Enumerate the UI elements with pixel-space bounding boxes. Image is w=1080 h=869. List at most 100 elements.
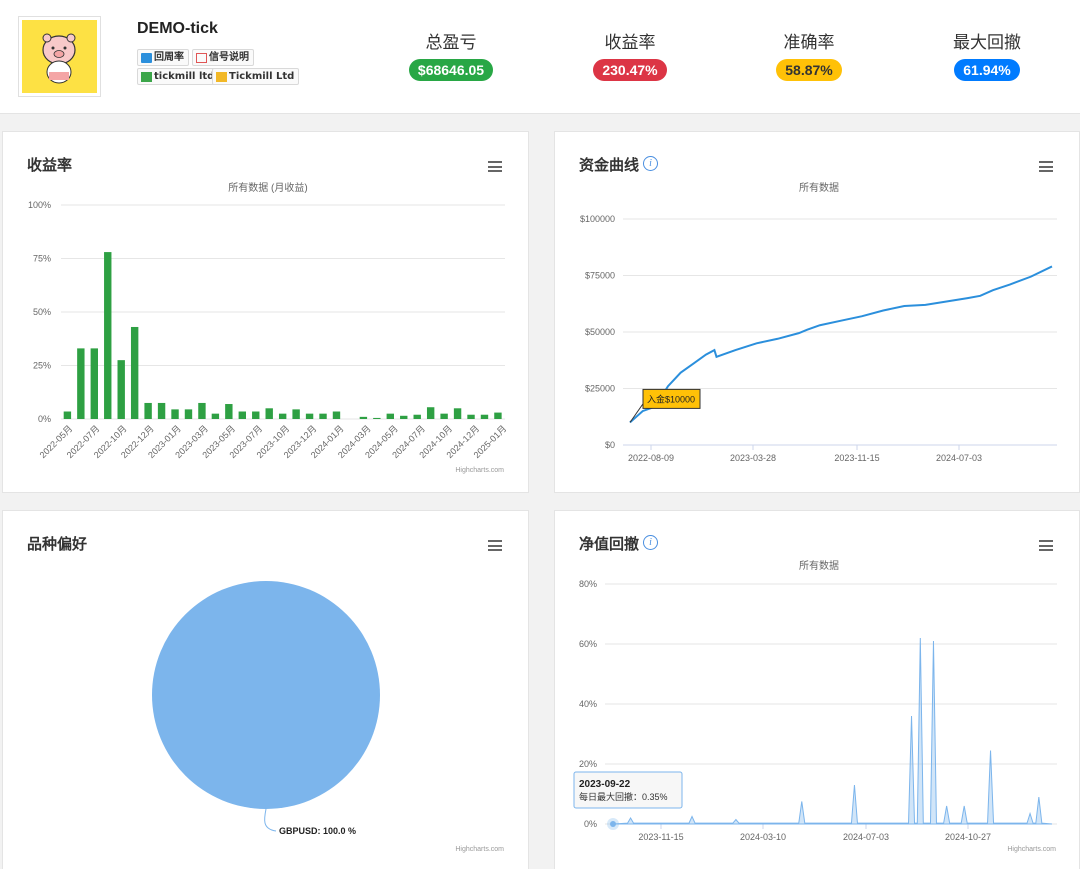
bar (117, 360, 125, 419)
tag-broker[interactable]: tickmill ltd (137, 68, 220, 85)
bar (130, 326, 139, 419)
bar (292, 409, 300, 419)
panel-title: 净值回撤 (579, 535, 640, 553)
bar (225, 404, 233, 419)
bar (252, 411, 260, 419)
symbol-pie-chart: Highcharts.com GBPUSD: 100.0 % (152, 581, 504, 853)
panel-title: 品种偏好 (27, 535, 88, 553)
bar (278, 413, 287, 419)
tooltip-date: 2023-09-22 (579, 779, 631, 790)
bar (373, 417, 381, 419)
tag-cycle-rate[interactable]: 回周率 (137, 49, 189, 66)
y-tick-label: $100000 (580, 214, 615, 224)
x-tick-label: 2023-11-15 (834, 453, 879, 463)
chart-subtitle: 所有数据 (799, 181, 839, 194)
y-tick-label: 20% (579, 759, 597, 769)
slice-label: GBPUSD: 100.0 % (279, 826, 356, 836)
bar (332, 411, 341, 419)
bar (211, 413, 220, 419)
bar (184, 409, 193, 419)
chart-credit: Highcharts.com (1007, 846, 1056, 853)
user-icon (141, 52, 152, 63)
returns-bar-chart: 所有数据 (月收益) Highcharts.com 0% 25% 50% 75% 100… (28, 181, 508, 474)
y-tick-label: 40% (579, 699, 597, 709)
total-pnl-badge: $68646.05 (408, 59, 494, 81)
x-tick-label: 2024-07-03 (843, 832, 889, 842)
bar (104, 252, 112, 419)
chart-subtitle: 所有数据 (799, 559, 839, 572)
panel-title: 资金曲线 (579, 156, 640, 174)
tooltip-label: 每日最大回撤：0.35% (579, 791, 668, 802)
drawdown-area-chart: 所有数据 Highcharts.com 0% 20% 40% 60% 80% 2023-1… (573, 559, 1057, 853)
bar (238, 411, 246, 419)
y-tick-label: 75% (33, 254, 51, 264)
bar (480, 414, 489, 419)
chart-credit: Highcharts.com (455, 467, 504, 474)
y-tick-label: 25% (33, 361, 51, 371)
slice-connector (264, 808, 277, 832)
bar (426, 407, 435, 419)
account-header: DEMO-tick 回周率 信号说明 tickmill ltd Tickmill… (0, 0, 1080, 114)
annotation-box (642, 388, 701, 409)
deposit-annotation: 入金$10000 (647, 393, 695, 404)
y-tick-label: 0% (38, 414, 51, 424)
equity-series-line (629, 265, 1053, 424)
symbols-panel: 品种偏好 Highcharts.com GBPUSD: 100.0 % (2, 510, 529, 869)
chart-menu-icon[interactable] (1039, 161, 1053, 172)
y-tick-label: $50000 (585, 327, 615, 337)
y-tick-label: $25000 (585, 384, 615, 394)
tag-server[interactable]: Tickmill Ltd (212, 68, 300, 85)
broker-icon (141, 71, 152, 82)
x-tick-label: 2022-08-09 (628, 453, 674, 463)
x-tick-label: 2024-03-10 (740, 832, 786, 842)
bar (265, 408, 273, 419)
bar (157, 402, 166, 419)
pig-avatar-image (22, 20, 97, 93)
bar (494, 412, 502, 419)
return-rate-badge: 230.47% (593, 59, 667, 81)
y-tick-label: 0% (584, 819, 597, 829)
bar (319, 413, 327, 419)
chart-menu-icon[interactable] (1039, 540, 1053, 551)
bar (63, 411, 72, 419)
chart-menu-icon[interactable] (488, 540, 502, 551)
max-drawdown-badge: 61.94% (954, 59, 1020, 81)
panel-title: 收益率 (27, 156, 73, 174)
stat-accuracy: 准确率 58.87% (739, 28, 879, 81)
chart-subtitle: 所有数据 (月收益) (228, 181, 307, 194)
y-tick-label: 100% (28, 200, 51, 210)
stat-return-rate: 收益率 230.47% (560, 28, 700, 81)
avatar[interactable] (18, 16, 101, 97)
bar (440, 413, 448, 419)
info-icon[interactable]: i (643, 156, 658, 171)
y-tick-label: 60% (579, 639, 597, 649)
tag-signal-description[interactable]: 信号说明 (192, 49, 254, 66)
chart-menu-icon[interactable] (488, 161, 502, 172)
bar (359, 416, 368, 419)
equity-panel: 资金曲线 i 所有数据 $0 $25000 $50000 $75000 $100000 2… (554, 131, 1080, 493)
stat-max-drawdown: 最大回撤 61.94% (917, 28, 1057, 81)
pie-slice (152, 581, 380, 809)
hover-marker (610, 821, 616, 827)
document-icon (196, 52, 207, 63)
drawdown-area (612, 637, 1053, 825)
x-tick-label: 2023-11-15 (638, 832, 683, 842)
y-tick-label: $0 (605, 440, 615, 450)
server-icon (216, 71, 227, 82)
bar (90, 348, 98, 419)
account-name: DEMO-tick (137, 20, 218, 37)
bar (144, 402, 152, 419)
y-tick-label: $75000 (585, 271, 615, 281)
annotation-pointer (629, 402, 645, 423)
info-icon[interactable]: i (643, 535, 658, 550)
returns-panel: 收益率 所有数据 (月收益) Highcharts.com 0% 25% 50% 75… (2, 131, 529, 493)
equity-line-chart: 所有数据 $0 $25000 $50000 $75000 $100000 2022-08-… (580, 181, 1057, 463)
drawdown-panel: 净值回撤 i 所有数据 Highcharts.com 0% 20% 40% 60% 80… (554, 510, 1080, 869)
accuracy-badge: 58.87% (776, 59, 842, 81)
stat-total-pnl: 总盈亏 $68646.05 (381, 28, 521, 81)
x-tick-label: 2023-03-28 (730, 453, 776, 463)
chart-credit: Highcharts.com (455, 846, 504, 853)
tooltip-box (573, 771, 683, 809)
x-tick-label: 2024-10-27 (945, 832, 991, 842)
bar (453, 408, 462, 419)
